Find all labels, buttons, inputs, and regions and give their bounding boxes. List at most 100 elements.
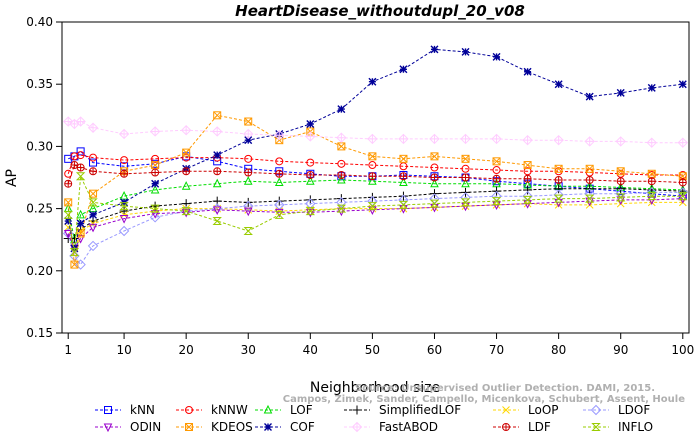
- data-point: [492, 157, 501, 166]
- data-point: [368, 152, 377, 161]
- data-point: [368, 77, 377, 86]
- data-point: [585, 175, 594, 184]
- data-point: [554, 184, 564, 194]
- data-point: [244, 136, 253, 145]
- data-point: [553, 134, 564, 146]
- data-point: [213, 111, 222, 120]
- data-point: [182, 153, 191, 162]
- data-point: [337, 142, 346, 151]
- legend-label: FastABOD: [379, 420, 438, 434]
- watermark-line-1: Source: Unsupervised Outlier Detection. …: [355, 383, 655, 394]
- data-point: [118, 225, 130, 237]
- data-point: [64, 179, 73, 188]
- data-point: [399, 177, 408, 186]
- data-point: [523, 185, 533, 195]
- y-tick-label: 0.35: [26, 77, 53, 91]
- legend-item-fastabod: FastABOD: [344, 420, 438, 434]
- data-point: [522, 134, 533, 146]
- data-point: [430, 163, 439, 172]
- series-inflo: [63, 172, 688, 257]
- data-point: [429, 133, 440, 145]
- data-point: [461, 154, 470, 163]
- data-point: [523, 161, 532, 170]
- legend-marker: [351, 421, 363, 433]
- data-point: [151, 179, 160, 188]
- series-ldf: [64, 161, 687, 188]
- x-tick-label: 100: [671, 343, 694, 357]
- data-point: [70, 260, 79, 269]
- data-point: [616, 193, 626, 202]
- data-point: [367, 192, 377, 202]
- data-point: [554, 198, 563, 208]
- data-point: [180, 125, 192, 136]
- data-point: [615, 188, 626, 199]
- data-point: [430, 152, 439, 161]
- legend-item-ldof: LDOF: [583, 403, 650, 417]
- data-point: [151, 168, 160, 177]
- data-point: [492, 166, 501, 175]
- plot-frame: [61, 21, 690, 334]
- y-axis-label: AP: [4, 169, 20, 187]
- data-point: [677, 187, 688, 198]
- data-point: [647, 177, 656, 186]
- data-point: [523, 67, 532, 76]
- x-tick-label: 70: [489, 343, 504, 357]
- data-point: [274, 210, 284, 219]
- series-line-knnw: [67, 154, 683, 176]
- data-point: [430, 45, 439, 54]
- legend-label: LoOP: [528, 403, 559, 417]
- data-point: [367, 133, 378, 145]
- chart-title: HeartDisease_withoutdupl_20_v08: [235, 2, 525, 20]
- data-point: [461, 178, 470, 188]
- data-point: [87, 240, 99, 252]
- legend-marker: [185, 423, 193, 431]
- data-point: [429, 199, 440, 208]
- y-tick-label: 0.20: [26, 264, 53, 278]
- data-point: [306, 171, 315, 180]
- data-point: [244, 117, 253, 126]
- data-point: [398, 133, 409, 145]
- data-point: [430, 173, 439, 182]
- series-kdeos: [64, 111, 687, 269]
- legend-item-lof: LOF: [255, 403, 313, 417]
- data-point: [399, 205, 408, 214]
- legend-label: ODIN: [130, 420, 161, 434]
- data-point: [646, 137, 657, 148]
- data-point: [399, 172, 408, 181]
- data-point: [336, 194, 346, 204]
- data-point: [274, 177, 284, 186]
- data-point: [243, 176, 253, 185]
- data-point: [182, 148, 191, 157]
- data-point: [89, 189, 98, 198]
- data-point: [212, 217, 222, 226]
- legend-item-simplifiedlof: SimplifiedLOF: [344, 403, 461, 417]
- legend-item-knnw: kNNW: [176, 403, 248, 417]
- legend-item-ldf: LDF: [493, 420, 551, 434]
- data-point: [647, 196, 657, 206]
- data-point: [181, 181, 191, 190]
- data-point: [615, 136, 626, 147]
- data-point: [647, 192, 657, 201]
- x-tick-label: 10: [116, 343, 131, 357]
- data-point: [305, 198, 316, 209]
- data-point: [368, 172, 377, 181]
- legend-marker: [103, 423, 113, 433]
- data-point: [76, 151, 85, 160]
- data-point: [274, 129, 285, 141]
- legend-item-knn: kNN: [95, 403, 155, 417]
- data-point: [491, 197, 502, 206]
- data-point: [368, 176, 377, 185]
- data-point: [119, 215, 129, 224]
- x-tick-label: 90: [613, 343, 628, 357]
- legend-label: LOF: [290, 403, 313, 417]
- data-point: [554, 164, 563, 173]
- data-point: [491, 133, 502, 145]
- data-point: [492, 52, 501, 61]
- data-point: [212, 206, 222, 215]
- data-point: [306, 158, 315, 167]
- data-point: [337, 171, 346, 180]
- data-point: [151, 154, 160, 163]
- data-point: [523, 200, 532, 209]
- legend-marker: [263, 404, 273, 414]
